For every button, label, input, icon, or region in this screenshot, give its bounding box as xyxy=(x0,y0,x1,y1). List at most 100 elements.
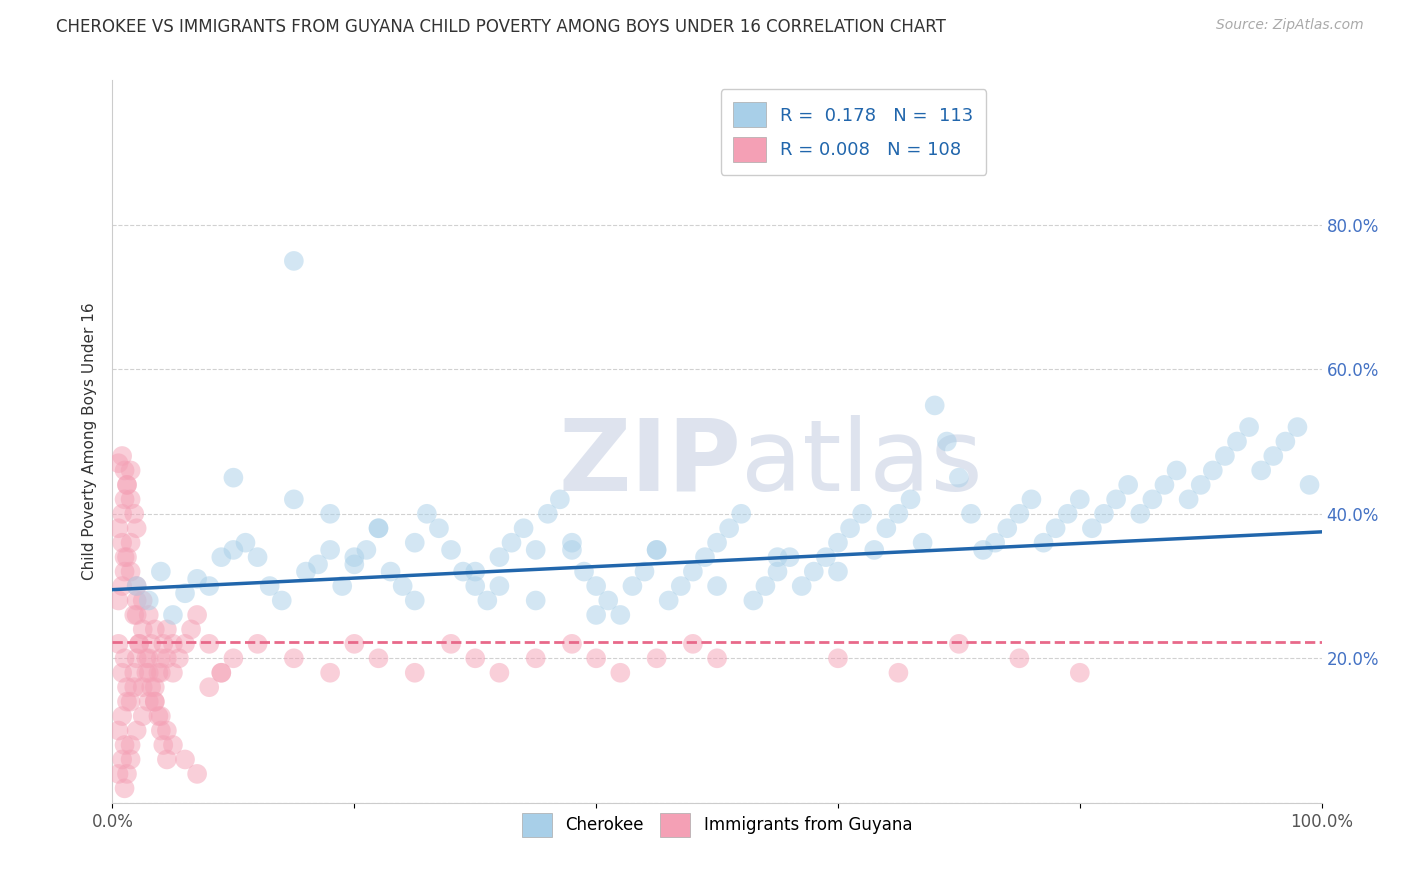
Point xyxy=(115,478,138,492)
Point xyxy=(149,651,172,665)
Point xyxy=(186,572,208,586)
Point xyxy=(984,535,1007,549)
Point xyxy=(1286,420,1309,434)
Point xyxy=(319,665,342,680)
Point xyxy=(198,637,221,651)
Point xyxy=(162,607,184,622)
Point xyxy=(114,463,136,477)
Point xyxy=(609,665,631,680)
Point xyxy=(706,535,728,549)
Point xyxy=(235,535,257,549)
Point xyxy=(138,695,160,709)
Point xyxy=(125,651,148,665)
Point xyxy=(222,542,245,557)
Point xyxy=(609,607,631,622)
Point xyxy=(198,579,221,593)
Point xyxy=(645,651,668,665)
Point xyxy=(1081,521,1104,535)
Point xyxy=(156,752,179,766)
Point xyxy=(122,680,145,694)
Point xyxy=(125,723,148,738)
Point xyxy=(863,542,886,557)
Point xyxy=(125,579,148,593)
Point xyxy=(156,651,179,665)
Point xyxy=(107,593,129,607)
Point xyxy=(132,623,155,637)
Point xyxy=(319,507,342,521)
Point xyxy=(669,579,692,593)
Point xyxy=(125,607,148,622)
Point xyxy=(572,565,595,579)
Point xyxy=(1069,665,1091,680)
Point xyxy=(924,398,946,412)
Point xyxy=(162,637,184,651)
Point xyxy=(270,593,292,607)
Point xyxy=(790,579,813,593)
Point xyxy=(404,665,426,680)
Point xyxy=(156,623,179,637)
Y-axis label: Child Poverty Among Boys Under 16: Child Poverty Among Boys Under 16 xyxy=(82,302,97,581)
Point xyxy=(1105,492,1128,507)
Point xyxy=(1021,492,1043,507)
Point xyxy=(152,637,174,651)
Point xyxy=(1129,507,1152,521)
Point xyxy=(107,521,129,535)
Point xyxy=(440,637,463,651)
Point xyxy=(1298,478,1320,492)
Point xyxy=(1008,507,1031,521)
Point xyxy=(138,607,160,622)
Point xyxy=(209,550,232,565)
Point xyxy=(537,507,560,521)
Point xyxy=(132,709,155,723)
Text: atlas: atlas xyxy=(741,415,983,512)
Point xyxy=(742,593,765,607)
Point xyxy=(107,637,129,651)
Point xyxy=(814,550,837,565)
Point xyxy=(115,680,138,694)
Point xyxy=(115,478,138,492)
Point xyxy=(111,579,134,593)
Point xyxy=(464,579,486,593)
Point xyxy=(1153,478,1175,492)
Point xyxy=(167,651,190,665)
Point xyxy=(135,665,157,680)
Point xyxy=(718,521,741,535)
Point xyxy=(114,738,136,752)
Point xyxy=(416,507,439,521)
Point xyxy=(367,651,389,665)
Point xyxy=(1069,492,1091,507)
Point xyxy=(174,586,197,600)
Point xyxy=(451,565,474,579)
Point xyxy=(440,542,463,557)
Point xyxy=(1274,434,1296,449)
Point xyxy=(658,593,681,607)
Text: Source: ZipAtlas.com: Source: ZipAtlas.com xyxy=(1216,18,1364,32)
Point xyxy=(633,565,655,579)
Point xyxy=(120,738,142,752)
Point xyxy=(427,521,450,535)
Point xyxy=(935,434,957,449)
Point xyxy=(598,593,620,607)
Point xyxy=(132,680,155,694)
Point xyxy=(911,535,934,549)
Point xyxy=(343,637,366,651)
Text: CHEROKEE VS IMMIGRANTS FROM GUYANA CHILD POVERTY AMONG BOYS UNDER 16 CORRELATION: CHEROKEE VS IMMIGRANTS FROM GUYANA CHILD… xyxy=(56,18,946,36)
Point xyxy=(143,695,166,709)
Point xyxy=(115,695,138,709)
Point xyxy=(803,565,825,579)
Point xyxy=(149,665,172,680)
Point xyxy=(162,665,184,680)
Point xyxy=(246,550,269,565)
Point xyxy=(148,665,170,680)
Point xyxy=(391,579,413,593)
Point xyxy=(128,637,150,651)
Point xyxy=(111,665,134,680)
Point xyxy=(561,535,583,549)
Point xyxy=(152,738,174,752)
Point xyxy=(1056,507,1078,521)
Point xyxy=(186,767,208,781)
Point xyxy=(114,550,136,565)
Point xyxy=(343,558,366,572)
Point xyxy=(114,565,136,579)
Point xyxy=(295,565,318,579)
